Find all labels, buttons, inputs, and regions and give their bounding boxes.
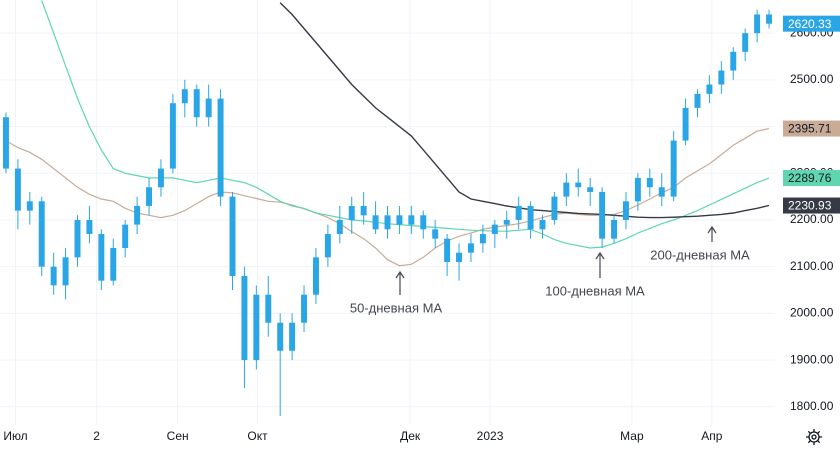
candle-body [539,219,546,230]
candle-body [360,205,367,216]
x-tick-label: 2023 [477,429,504,443]
candle-body [622,201,629,220]
candle-body [766,14,773,24]
candle-body [193,89,200,118]
price-badge [783,170,840,187]
settings-icon[interactable] [806,429,822,445]
candle-body [456,252,463,263]
candle-body [503,219,510,225]
y-tick-label: 2500.00 [790,72,834,86]
candle-body [467,243,474,253]
candle-body [587,187,594,192]
annotation-arrow [395,270,405,295]
price-badge-label: 2230.93 [788,199,832,213]
candle-body [277,322,284,351]
candle-body [324,233,331,258]
candle-body [146,187,153,206]
candle-body [265,294,272,323]
candle-body [515,205,522,220]
candle-body [122,224,129,248]
candle-body [14,168,21,211]
candle-body [2,117,9,169]
x-tick-label: Сен [167,429,189,443]
candle-body [205,98,212,118]
price-badge [783,15,840,32]
candle-body [372,215,379,230]
annotation-label: 200-дневная MA [650,247,750,262]
price-badge-label: 2395.71 [788,122,832,136]
candle-body [646,177,653,188]
candle-body [682,107,689,141]
price-badge [783,197,840,214]
price-badge [783,120,840,137]
candle-body [563,182,570,197]
price-badge-label: 2620.33 [788,17,832,31]
candle-body [134,205,141,225]
candle-body [253,294,260,361]
candle-body [38,201,45,267]
x-tick-label: Дек [400,429,421,443]
candle-body [312,257,319,295]
candle-body [551,196,558,220]
candle-body [575,182,582,188]
x-tick-label: Апр [701,429,723,443]
candle-body [432,229,439,239]
candle-body [420,215,427,230]
candle-body [86,219,93,234]
candle-body [527,205,534,230]
candle-body [74,219,81,258]
y-tick-label: 2100.00 [790,259,834,273]
candle-body [289,322,296,351]
candle-body [658,187,665,197]
annotation-label: 100-дневная MA [545,283,645,298]
candle-body [444,238,451,263]
candle-body [98,233,105,281]
candle-body [706,84,713,94]
candle-body [157,168,164,188]
candle-body [348,205,355,220]
candle-body [479,233,486,244]
y-tick-label: 2200.00 [790,212,834,226]
candle-body [670,140,677,197]
candle-body [611,219,618,239]
candle-body [110,247,117,281]
price-badge-label: 2289.76 [788,171,832,185]
candle-body [384,215,391,230]
x-tick-label: Мар [620,429,644,443]
candle-body [26,201,33,211]
candle-body [742,33,749,52]
x-tick-label: Окт [247,429,268,443]
candle-body [50,266,57,286]
ma-line [41,0,770,249]
annotation-label: 50-дневная MA [350,300,443,315]
candle-body [694,93,701,108]
y-tick-label: 1900.00 [790,352,834,366]
annotation-arrow [595,251,605,278]
candle-body [718,70,725,85]
candle-body [754,14,761,34]
x-tick-label: 2 [93,429,100,443]
y-tick-label: 2000.00 [790,306,834,320]
candle-body [336,219,343,234]
annotation-arrow [707,225,717,242]
candle-body [169,103,176,169]
ma-line [5,128,770,267]
candle-body [229,196,236,277]
candle-body [634,177,641,202]
candle-body [730,51,737,71]
ma-line [279,2,770,219]
candle-body [217,98,224,197]
candle-body [491,224,498,234]
x-tick-label: Июл [3,429,27,443]
candle-body [396,215,403,225]
candle-body [62,257,69,286]
candle-body [241,276,248,361]
y-tick-label: 1800.00 [790,399,834,413]
candle-body [599,191,606,239]
candle-body [408,215,415,225]
candle-body [301,294,308,323]
candle-body [181,89,188,104]
